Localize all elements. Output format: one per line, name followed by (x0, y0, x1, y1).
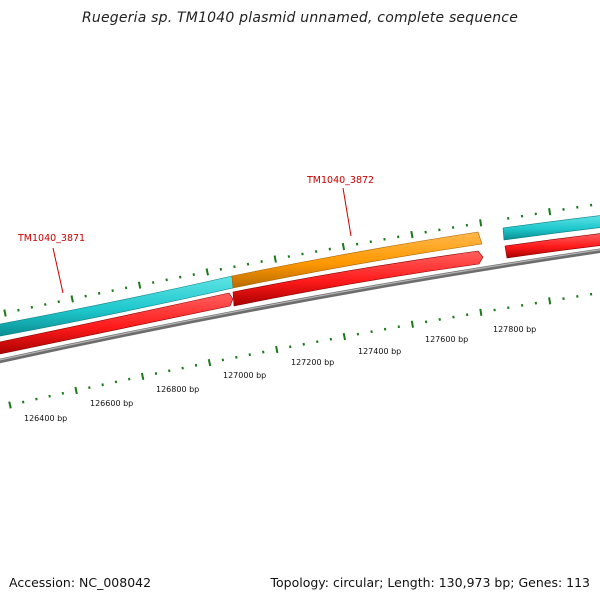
scale-label: 127000 bp (223, 371, 266, 380)
tick-mark (205, 268, 209, 276)
tick-mark (273, 255, 277, 263)
scale-label: 127600 bp (425, 335, 468, 344)
tick-mark (70, 295, 74, 303)
sequence-backbone (0, 248, 600, 364)
tick-mark (61, 391, 65, 395)
tick-mark (140, 372, 145, 380)
inner-scale-ticks (8, 292, 593, 409)
tick-mark (314, 250, 318, 253)
tick-mark (221, 358, 225, 362)
scale-label: 126600 bp (90, 399, 133, 408)
tick-mark (165, 278, 168, 282)
reverse-strand-track (0, 233, 600, 355)
tick-mark (194, 363, 198, 367)
tick-mark (438, 318, 441, 321)
accession-text: Accession: NC_008042 (9, 575, 152, 590)
tick-mark (219, 267, 223, 271)
tick-mark (48, 394, 51, 398)
tick-mark (97, 291, 101, 295)
tick-mark (137, 281, 142, 289)
tick-mark (88, 386, 91, 390)
tick-mark (302, 342, 305, 346)
tick-mark (383, 327, 387, 331)
scale-label: 126400 bp (24, 414, 67, 423)
tick-mark (246, 262, 250, 266)
tick-mark (101, 383, 104, 387)
tick-mark (289, 345, 292, 349)
tick-mark (111, 289, 114, 293)
tick-mark (465, 313, 469, 317)
tick-mark (479, 308, 483, 316)
map-title: Ruegeria sp. TM1040 plasmid unnamed, com… (81, 10, 519, 26)
tick-mark (452, 315, 455, 319)
tick-mark (548, 208, 552, 216)
tick-mark (74, 386, 78, 395)
tick-mark (329, 337, 333, 341)
tick-mark (3, 309, 7, 317)
tick-mark (260, 260, 263, 263)
tick-mark (479, 219, 483, 227)
scale-label: 127200 bp (291, 358, 334, 367)
tick-mark (154, 372, 158, 375)
tick-mark (248, 353, 251, 357)
tick-mark (370, 330, 373, 334)
label-leader-tm1040-3872 (342, 187, 352, 237)
reverse-cds-arrow-2[interactable] (232, 250, 484, 307)
tick-mark (356, 332, 360, 336)
tick-mark (181, 366, 184, 370)
scale-label: 127400 bp (358, 347, 401, 356)
label-leader-tm1040-3871 (52, 247, 64, 294)
tick-mark (341, 242, 346, 251)
tick-mark (342, 333, 346, 341)
tick-mark (151, 281, 155, 284)
scale-label: 126800 bp (156, 385, 199, 394)
tick-mark (410, 320, 414, 328)
tick-mark (168, 369, 171, 373)
tick-mark (57, 300, 60, 304)
sequence-backbone-highlight (0, 249, 600, 361)
tick-mark (287, 255, 291, 258)
tick-mark (548, 297, 552, 305)
tick-mark (424, 230, 427, 234)
gene-label-tm1040-3871[interactable]: TM1040_3871 (17, 233, 85, 244)
tick-mark (235, 355, 238, 359)
tick-mark (262, 350, 265, 354)
reverse-cds-arrow-1[interactable] (0, 292, 234, 355)
scale-labels: 126400 bp 126600 bp 126800 bp 127000 bp … (24, 325, 536, 423)
forward-strand-track (0, 215, 600, 337)
tick-mark (207, 359, 212, 367)
tick-mark (275, 345, 279, 354)
tick-mark (44, 303, 47, 306)
tick-mark (192, 273, 195, 276)
tick-mark (17, 308, 20, 312)
tick-mark (233, 265, 236, 269)
tick-mark (128, 377, 131, 381)
outer-tick-marks (3, 203, 593, 317)
gene-label-tm1040-3872[interactable]: TM1040_3872 (306, 175, 374, 186)
sequence-summary: Topology: circular; Length: 130,973 bp; … (270, 575, 591, 590)
tick-mark (8, 401, 12, 409)
tick-mark (316, 340, 319, 344)
forward-cds-tm1040-3872[interactable] (231, 231, 483, 289)
forward-cds-next[interactable] (502, 215, 600, 241)
tick-mark (84, 294, 87, 298)
scale-label: 127800 bp (493, 325, 536, 334)
tick-mark (35, 397, 38, 401)
tick-mark (114, 380, 118, 384)
tick-mark (410, 230, 414, 239)
reverse-cds-arrow-3[interactable] (504, 233, 600, 259)
tick-mark (21, 400, 25, 404)
